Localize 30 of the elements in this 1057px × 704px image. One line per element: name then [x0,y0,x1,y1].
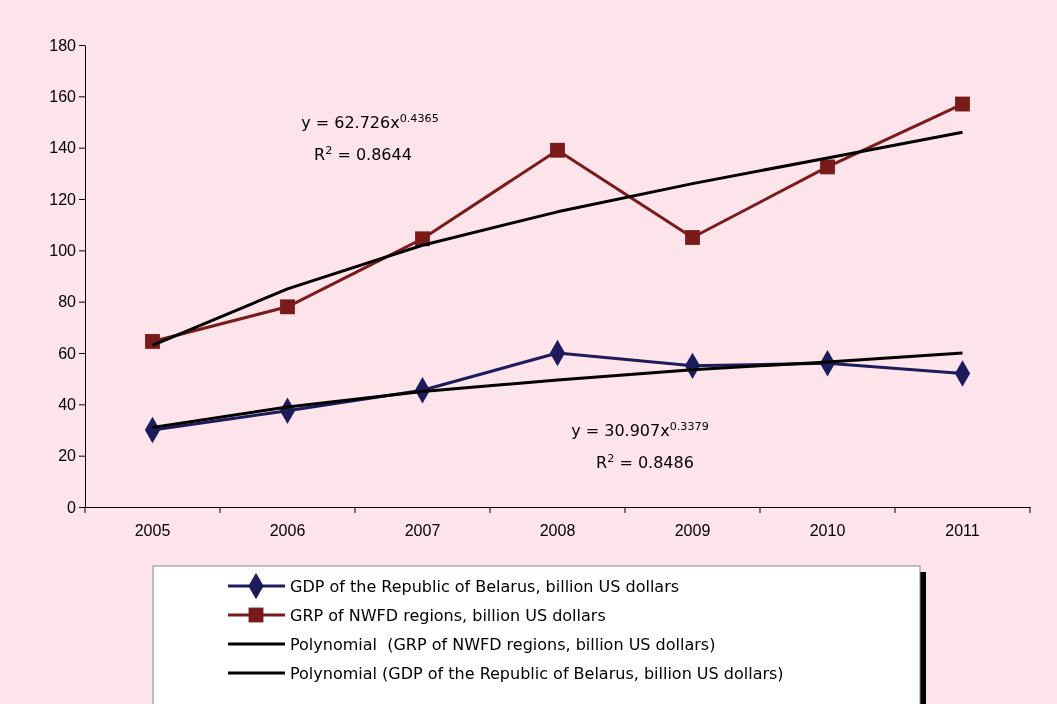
y-tick-label: 160 [49,87,77,105]
point [550,142,565,158]
legend-label: GDP of the Republic of Belarus, billion US dollars [290,577,680,596]
x-tick-label: 2006 [269,521,306,539]
x-tick-label: 2011 [945,521,980,539]
annotation: y = 62.726x$^{0.4365}$ [301,111,439,132]
y-tick-label: 140 [49,139,77,157]
x-tick-label: 2007 [404,521,441,539]
legend-label: Polynomial (GRP of NWFD regions, billion US dollars) [290,635,716,654]
y-tick-label: 20 [58,447,77,465]
point [280,299,295,315]
point [685,230,700,245]
x-tick-label: 2009 [674,521,711,539]
x-tick-label: 2008 [539,521,576,539]
y-tick-label: 180 [49,36,77,54]
x-tick-label: 2010 [809,521,846,539]
legend-label: Polynomial (GDP of the Republic of Belarus, billion US dollars) [290,664,784,683]
point [955,96,970,112]
y-tick-label: 40 [58,395,77,413]
annotation: R$^{2}$ = 0.8644 [314,143,412,164]
y-tick-label: 60 [58,344,77,362]
y-tick-label: 80 [58,293,77,311]
legend-label: GRP of NWFD regions, billion US dollars [290,606,606,625]
annotation: R$^{2}$ = 0.8486 [596,451,694,472]
y-tick-label: 0 [67,498,77,516]
y-tick-label: 120 [49,190,77,208]
x-tick-label: 2005 [134,521,171,539]
annotation: y = 30.907x$^{0.3379}$ [571,419,709,440]
point [820,159,835,175]
y-tick-label: 100 [49,241,77,259]
